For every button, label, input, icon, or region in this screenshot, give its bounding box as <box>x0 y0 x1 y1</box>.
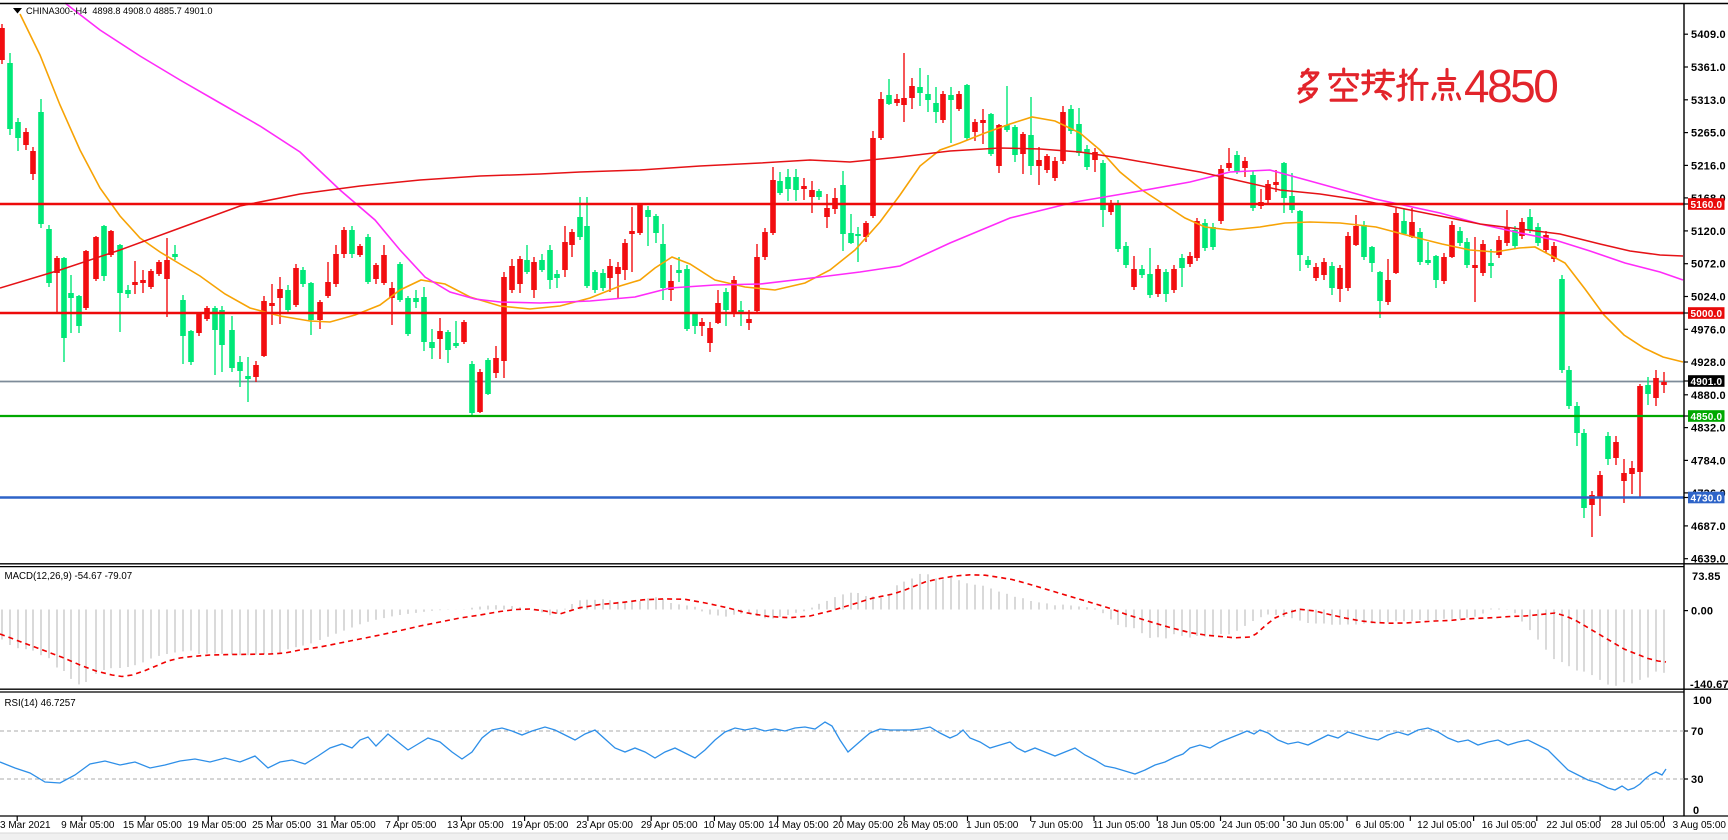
svg-text:70: 70 <box>1691 726 1704 738</box>
svg-text:5024.0: 5024.0 <box>1691 292 1726 304</box>
svg-text:30: 30 <box>1691 774 1704 786</box>
svg-text:23 Apr 05:00: 23 Apr 05:00 <box>576 820 633 831</box>
svg-text:6 Jul 05:00: 6 Jul 05:00 <box>1355 820 1404 831</box>
svg-text:3 Mar 2021: 3 Mar 2021 <box>0 820 51 831</box>
svg-text:30 Jun 05:00: 30 Jun 05:00 <box>1286 820 1344 831</box>
svg-text:7 Apr 05:00: 7 Apr 05:00 <box>385 820 437 831</box>
svg-text:16 Jul 05:00: 16 Jul 05:00 <box>1482 820 1537 831</box>
svg-text:5160.0: 5160.0 <box>1691 200 1723 211</box>
svg-text:12 Jul 05:00: 12 Jul 05:00 <box>1417 820 1472 831</box>
svg-text:31 Mar 05:00: 31 Mar 05:00 <box>317 820 376 831</box>
svg-text:20 May 05:00: 20 May 05:00 <box>833 820 894 831</box>
svg-text:3 Aug 05:00: 3 Aug 05:00 <box>1673 820 1727 831</box>
svg-text:29 Apr 05:00: 29 Apr 05:00 <box>641 820 698 831</box>
svg-text:13 Apr 05:00: 13 Apr 05:00 <box>447 820 504 831</box>
svg-text:18 Jun 05:00: 18 Jun 05:00 <box>1157 820 1215 831</box>
svg-text:4687.0: 4687.0 <box>1691 521 1726 533</box>
svg-text:5120.0: 5120.0 <box>1691 226 1726 238</box>
svg-text:14 May 05:00: 14 May 05:00 <box>768 820 829 831</box>
svg-text:RSI(14) 46.7257: RSI(14) 46.7257 <box>5 698 76 709</box>
svg-text:4850.0: 4850.0 <box>1691 412 1723 423</box>
svg-text:73.85: 73.85 <box>1692 571 1721 583</box>
svg-text:5361.0: 5361.0 <box>1691 62 1726 74</box>
svg-text:-140.67: -140.67 <box>1690 679 1728 691</box>
svg-text:19 Mar 05:00: 19 Mar 05:00 <box>188 820 247 831</box>
svg-text:0: 0 <box>1693 805 1699 817</box>
svg-text:4901.0: 4901.0 <box>1691 377 1723 388</box>
svg-text:0.00: 0.00 <box>1691 606 1713 618</box>
svg-text:4639.0: 4639.0 <box>1691 554 1726 566</box>
svg-text:19 Apr 05:00: 19 Apr 05:00 <box>512 820 569 831</box>
svg-text:22 Jul 05:00: 22 Jul 05:00 <box>1546 820 1601 831</box>
svg-text:100: 100 <box>1693 695 1712 707</box>
svg-text:5265.0: 5265.0 <box>1691 128 1726 140</box>
svg-text:4832.0: 4832.0 <box>1691 423 1726 435</box>
svg-text:28 Jul 05:00: 28 Jul 05:00 <box>1611 820 1666 831</box>
svg-text:4928.0: 4928.0 <box>1691 357 1726 369</box>
svg-text:5216.0: 5216.0 <box>1691 160 1726 172</box>
svg-text:MACD(12,26,9) -54.67 -79.07: MACD(12,26,9) -54.67 -79.07 <box>5 571 133 582</box>
svg-text:15 Mar 05:00: 15 Mar 05:00 <box>123 820 182 831</box>
svg-text:24 Jun 05:00: 24 Jun 05:00 <box>1222 820 1280 831</box>
svg-text:4784.0: 4784.0 <box>1691 455 1726 467</box>
svg-text:4730.0: 4730.0 <box>1691 493 1723 504</box>
svg-text:5409.0: 5409.0 <box>1691 29 1726 41</box>
svg-text:25 Mar 05:00: 25 Mar 05:00 <box>252 820 311 831</box>
svg-text:4850: 4850 <box>1464 60 1557 112</box>
svg-text:5072.0: 5072.0 <box>1691 259 1726 271</box>
svg-text:9 Mar 05:00: 9 Mar 05:00 <box>61 820 115 831</box>
svg-text:5313.0: 5313.0 <box>1691 95 1726 107</box>
svg-text:5000.0: 5000.0 <box>1691 309 1723 320</box>
svg-text:4880.0: 4880.0 <box>1691 390 1726 402</box>
svg-text:26 May 05:00: 26 May 05:00 <box>897 820 958 831</box>
svg-text:10 May 05:00: 10 May 05:00 <box>703 820 764 831</box>
svg-text:CHINA300-,H4 4898.8 4908.0 48: CHINA300-,H4 4898.8 4908.0 4885.7 4901.0 <box>26 6 212 16</box>
svg-text:1 Jun 05:00: 1 Jun 05:00 <box>966 820 1019 831</box>
svg-text:7 Jun 05:00: 7 Jun 05:00 <box>1031 820 1084 831</box>
svg-text:11 Jun 05:00: 11 Jun 05:00 <box>1093 820 1151 831</box>
svg-text:4976.0: 4976.0 <box>1691 324 1726 336</box>
